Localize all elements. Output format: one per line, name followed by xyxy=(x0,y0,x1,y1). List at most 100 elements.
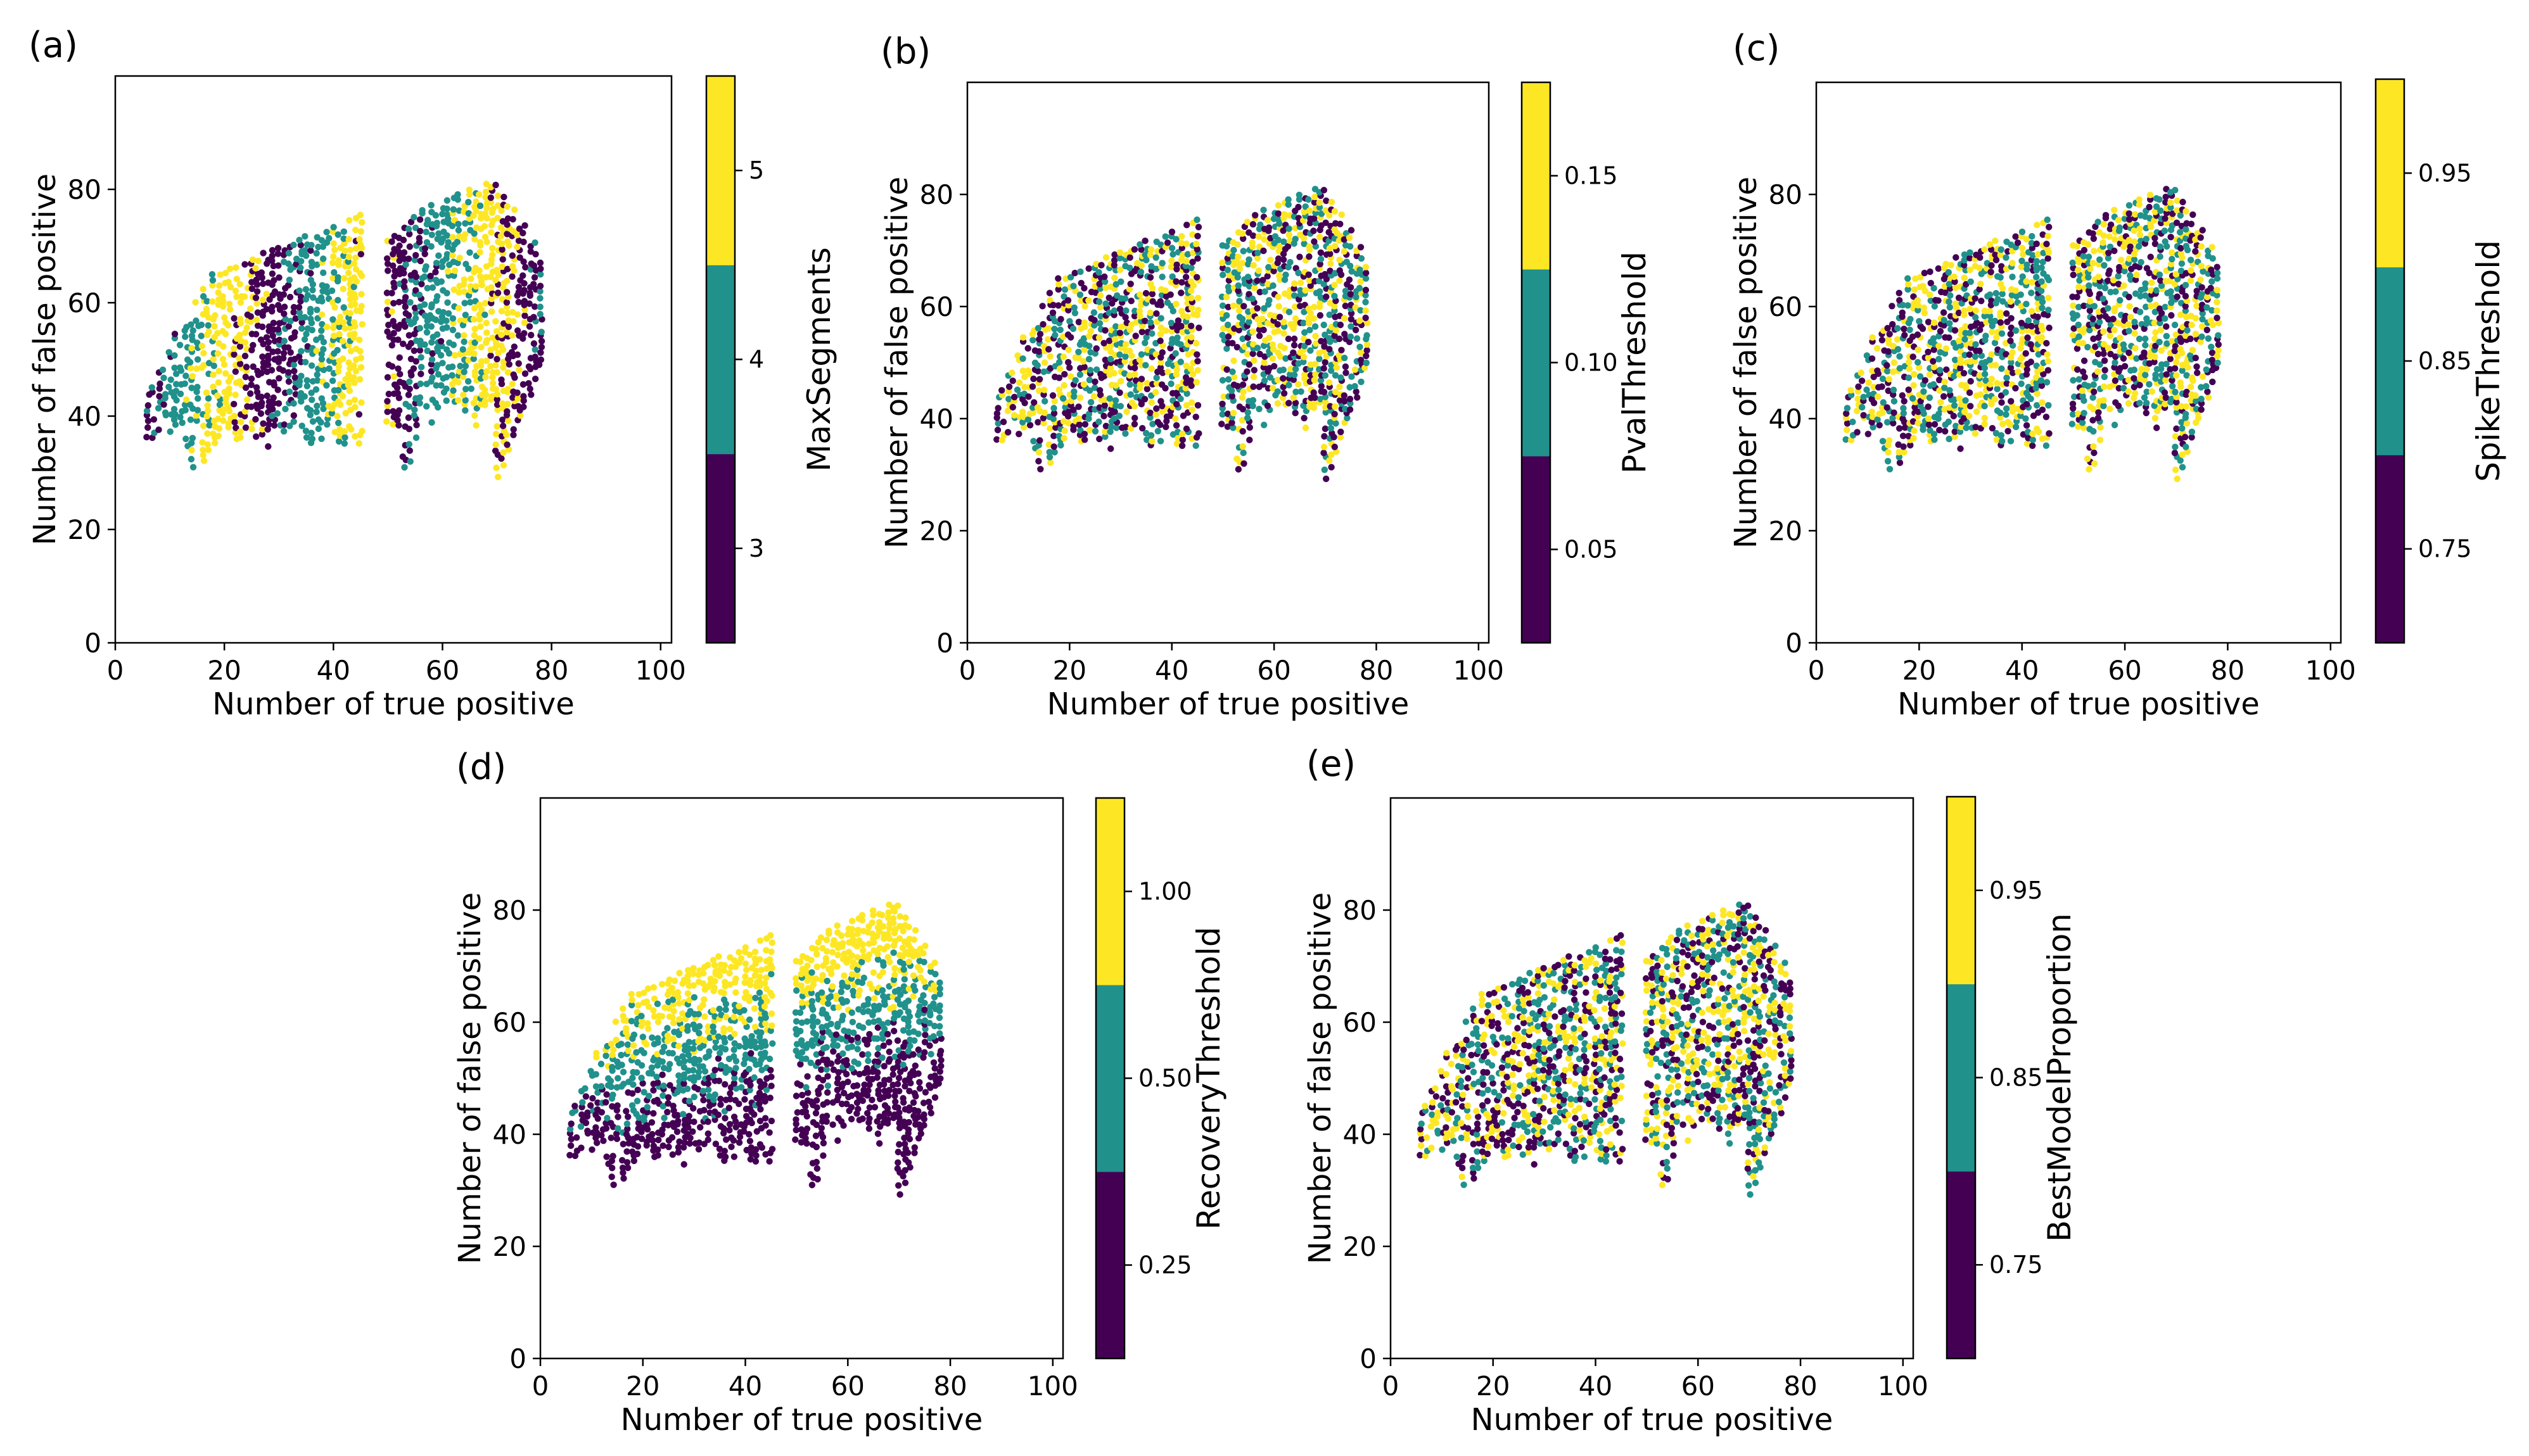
scatter-point xyxy=(1250,262,1257,269)
scatter-point xyxy=(670,1035,677,1042)
scatter-point xyxy=(1930,284,1937,292)
scatter-point xyxy=(187,416,194,423)
scatter-point xyxy=(460,281,468,288)
scatter-point xyxy=(241,329,249,336)
scatter-point xyxy=(1224,267,1232,274)
scatter-point xyxy=(492,276,499,284)
scatter-point xyxy=(385,267,392,274)
scatter-point xyxy=(710,1007,717,1014)
y-tick-label: 0 xyxy=(936,628,953,659)
scatter-point xyxy=(1956,395,1963,402)
scatter-point xyxy=(388,238,395,245)
scatter-point xyxy=(1126,254,1133,261)
scatter-point xyxy=(1281,345,1288,351)
scatter-point xyxy=(406,243,413,250)
scatter-point xyxy=(2209,378,2216,386)
scatter-point xyxy=(1187,377,1195,384)
scatter-point xyxy=(308,241,315,249)
scatter-point xyxy=(1265,263,1272,271)
scatter-point xyxy=(2029,232,2035,240)
scatter-point xyxy=(170,416,178,423)
scatter-point xyxy=(2043,241,2050,248)
scatter-point xyxy=(597,1083,605,1090)
scatter-point xyxy=(290,308,297,316)
scatter-point xyxy=(630,1081,637,1088)
scatter-point xyxy=(1310,315,1318,322)
scatter-point xyxy=(2162,193,2169,201)
scatter-point xyxy=(336,432,343,440)
scatter-point xyxy=(650,1007,657,1014)
scatter-point xyxy=(1297,388,1304,395)
scatter-point xyxy=(384,260,392,267)
scatter-point xyxy=(249,256,257,263)
scatter-point xyxy=(1300,353,1308,360)
scatter-point xyxy=(265,421,272,428)
scatter-point xyxy=(253,300,260,307)
scatter-point xyxy=(582,1093,590,1100)
scatter-point xyxy=(695,1146,703,1153)
scatter-point xyxy=(357,241,364,248)
scatter-point xyxy=(2100,328,2107,335)
scatter-point xyxy=(400,236,407,244)
scatter-point xyxy=(521,330,528,337)
scatter-point xyxy=(1336,256,1343,263)
y-axis-title: Number of false positive xyxy=(1728,177,1764,548)
scatter-point xyxy=(2029,442,2036,449)
scatter-point xyxy=(492,318,499,325)
scatter-point xyxy=(250,341,257,349)
scatter-point xyxy=(2018,380,2025,388)
scatter-point xyxy=(1305,271,1312,278)
scatter-point xyxy=(1246,436,1253,443)
scatter-point xyxy=(1009,369,1016,376)
scatter-point xyxy=(279,367,286,374)
scatter-point xyxy=(1947,262,1954,269)
scatter-point xyxy=(675,1042,682,1049)
scatter-point xyxy=(170,405,178,413)
scatter-point xyxy=(188,345,195,351)
scatter-point xyxy=(216,401,224,408)
scatter-point xyxy=(1081,303,1088,310)
scatter-point xyxy=(1276,272,1283,279)
scatter-point xyxy=(340,235,347,242)
scatter-point xyxy=(411,412,417,419)
scatter-point xyxy=(2023,401,2030,408)
scatter-point xyxy=(2028,322,2035,330)
scatter-point xyxy=(1194,351,1201,358)
x-tick-label: 40 xyxy=(2005,655,2039,686)
scatter-point xyxy=(407,458,414,465)
scatter-point xyxy=(1157,298,1164,305)
scatter-point xyxy=(275,262,282,269)
scatter-point xyxy=(432,276,440,284)
scatter-point xyxy=(1937,327,1944,335)
scatter-point xyxy=(1055,358,1063,366)
scatter-point xyxy=(384,408,391,415)
scatter-point xyxy=(1076,291,1084,298)
scatter-point xyxy=(1280,227,1287,234)
scatter-point xyxy=(200,452,207,459)
scatter-point xyxy=(253,433,260,440)
scatter-point xyxy=(320,366,328,374)
scatter-point xyxy=(225,322,232,329)
scatter-point xyxy=(530,340,538,347)
scatter-point xyxy=(1102,300,1109,307)
scatter-point xyxy=(1087,327,1094,335)
scatter-point xyxy=(676,970,683,977)
scatter-point xyxy=(494,474,502,481)
scatter-point xyxy=(350,291,358,298)
scatter-point xyxy=(1195,430,1202,437)
scatter-point xyxy=(1095,269,1102,276)
scatter-point xyxy=(2070,271,2077,279)
scatter-point xyxy=(1090,393,1098,400)
scatter-point xyxy=(454,191,461,198)
scatter-point xyxy=(1905,281,1912,288)
scatter-point xyxy=(1245,256,1252,263)
scatter-point xyxy=(188,384,195,391)
scatter-point xyxy=(489,217,497,224)
scatter-point xyxy=(331,304,338,311)
scatter-point xyxy=(1292,365,1299,372)
scatter-point xyxy=(443,197,450,204)
scatter-point xyxy=(2023,300,2030,308)
scatter-point xyxy=(1290,335,1298,343)
scatter-point xyxy=(1016,379,1023,386)
scatter-point xyxy=(200,286,207,293)
